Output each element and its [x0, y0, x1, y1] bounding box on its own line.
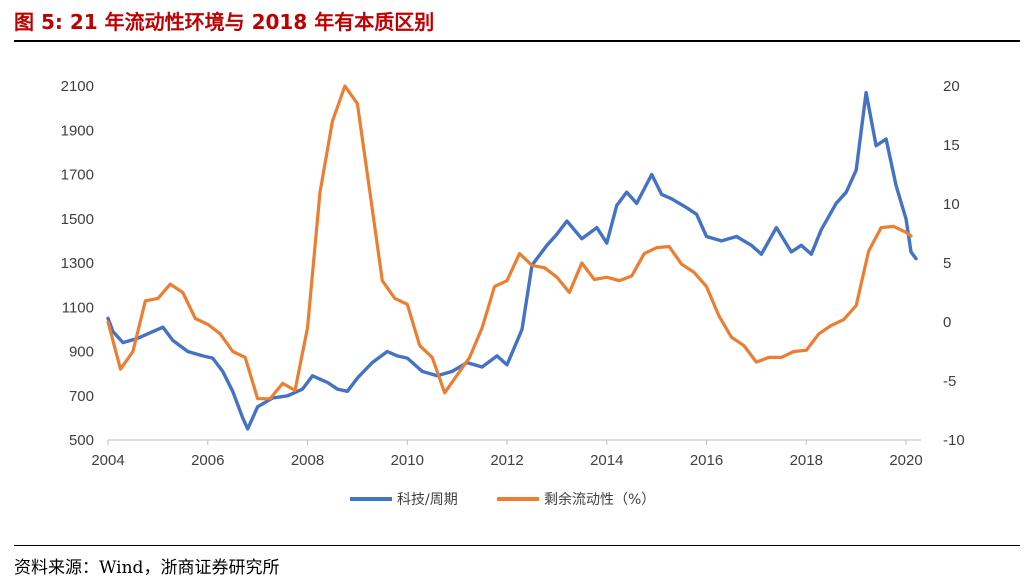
x-tick-label: 2006 [191, 452, 224, 469]
source-note: 资料来源：Wind，浙商证券研究所 [14, 558, 280, 578]
y-left-tick-label: 1100 [62, 299, 94, 316]
y-right-tick-label: 5 [943, 255, 951, 272]
tick-label-layer: 2004 2006 2008 2010 2012 2014 2016 2018 20205007… [61, 78, 965, 469]
y-left-tick-label: 1500 [61, 211, 94, 228]
y-left-tick-label: 1300 [61, 255, 94, 272]
legend-label: 科技/周期 [397, 492, 458, 508]
series-layer [106, 84, 918, 431]
legend: 科技/周期 剩余流动性（%） [350, 491, 655, 508]
x-tick-label: 2014 [590, 452, 623, 469]
title-underline [14, 40, 1020, 42]
x-tick-label: 2010 [391, 452, 424, 469]
y-right-tick-label: 0 [943, 314, 951, 331]
y-left-tick-label: 1700 [61, 167, 94, 184]
y-left-tick-label: 1900 [61, 122, 94, 139]
y-left-tick-label: 500 [69, 432, 94, 449]
y-left-tick-label: 2100 [61, 78, 94, 95]
y-left-tick-label: 900 [69, 344, 94, 361]
source-divider [14, 545, 1020, 546]
axis-layer [107, 439, 921, 445]
series-line-tech-cycle [106, 90, 918, 431]
legend-label: 剩余流动性（%） [544, 491, 655, 508]
y-right-tick-label: -5 [943, 373, 956, 390]
x-tick-label: 2016 [690, 452, 723, 469]
x-tick-label: 2020 [889, 452, 922, 469]
x-tick-label: 2012 [490, 452, 523, 469]
chart-title: 图 5: 21 年流动性环境与 2018 年有本质区别 [14, 10, 435, 34]
x-tick-label: 2008 [291, 452, 324, 469]
y-right-tick-label: -10 [943, 432, 965, 449]
y-left-tick-label: 700 [69, 388, 94, 405]
y-right-tick-label: 10 [943, 196, 960, 213]
x-tick-label: 2004 [91, 452, 124, 469]
y-right-tick-label: 20 [943, 78, 960, 95]
series-line-liquidity [106, 84, 913, 401]
y-right-tick-label: 15 [943, 137, 960, 154]
chart-canvas: 2004 2006 2008 2010 2012 2014 2016 2018 20205007… [61, 78, 965, 508]
x-tick-label: 2018 [790, 452, 823, 469]
